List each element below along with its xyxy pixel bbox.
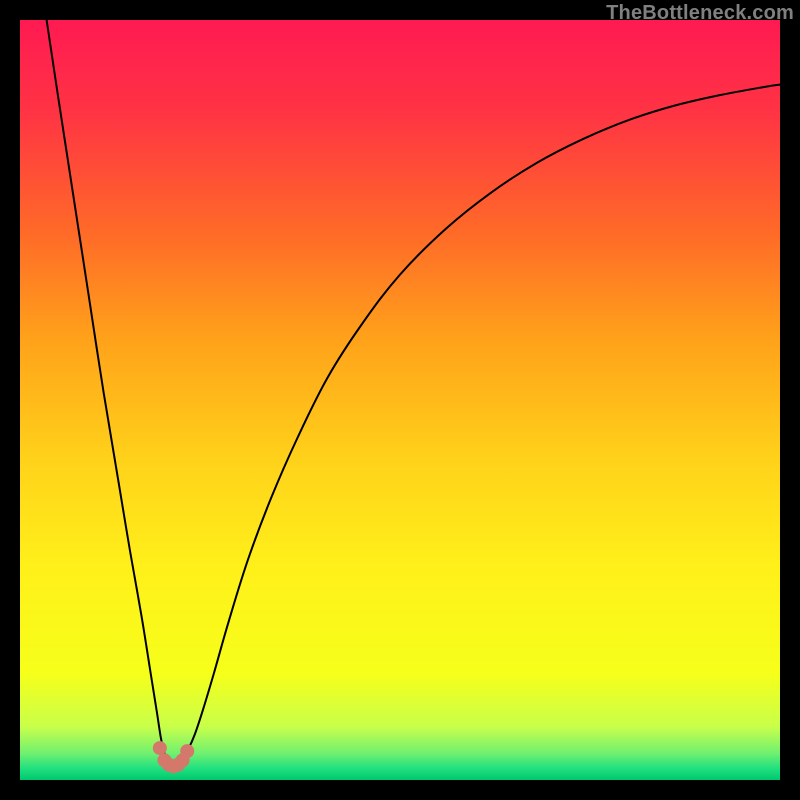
plot-background bbox=[20, 20, 780, 780]
trough-dot bbox=[153, 742, 166, 755]
chart-svg bbox=[0, 0, 800, 800]
chart-canvas: TheBottleneck.com bbox=[0, 0, 800, 800]
watermark-text: TheBottleneck.com bbox=[606, 2, 794, 25]
trough-dot bbox=[181, 745, 194, 758]
